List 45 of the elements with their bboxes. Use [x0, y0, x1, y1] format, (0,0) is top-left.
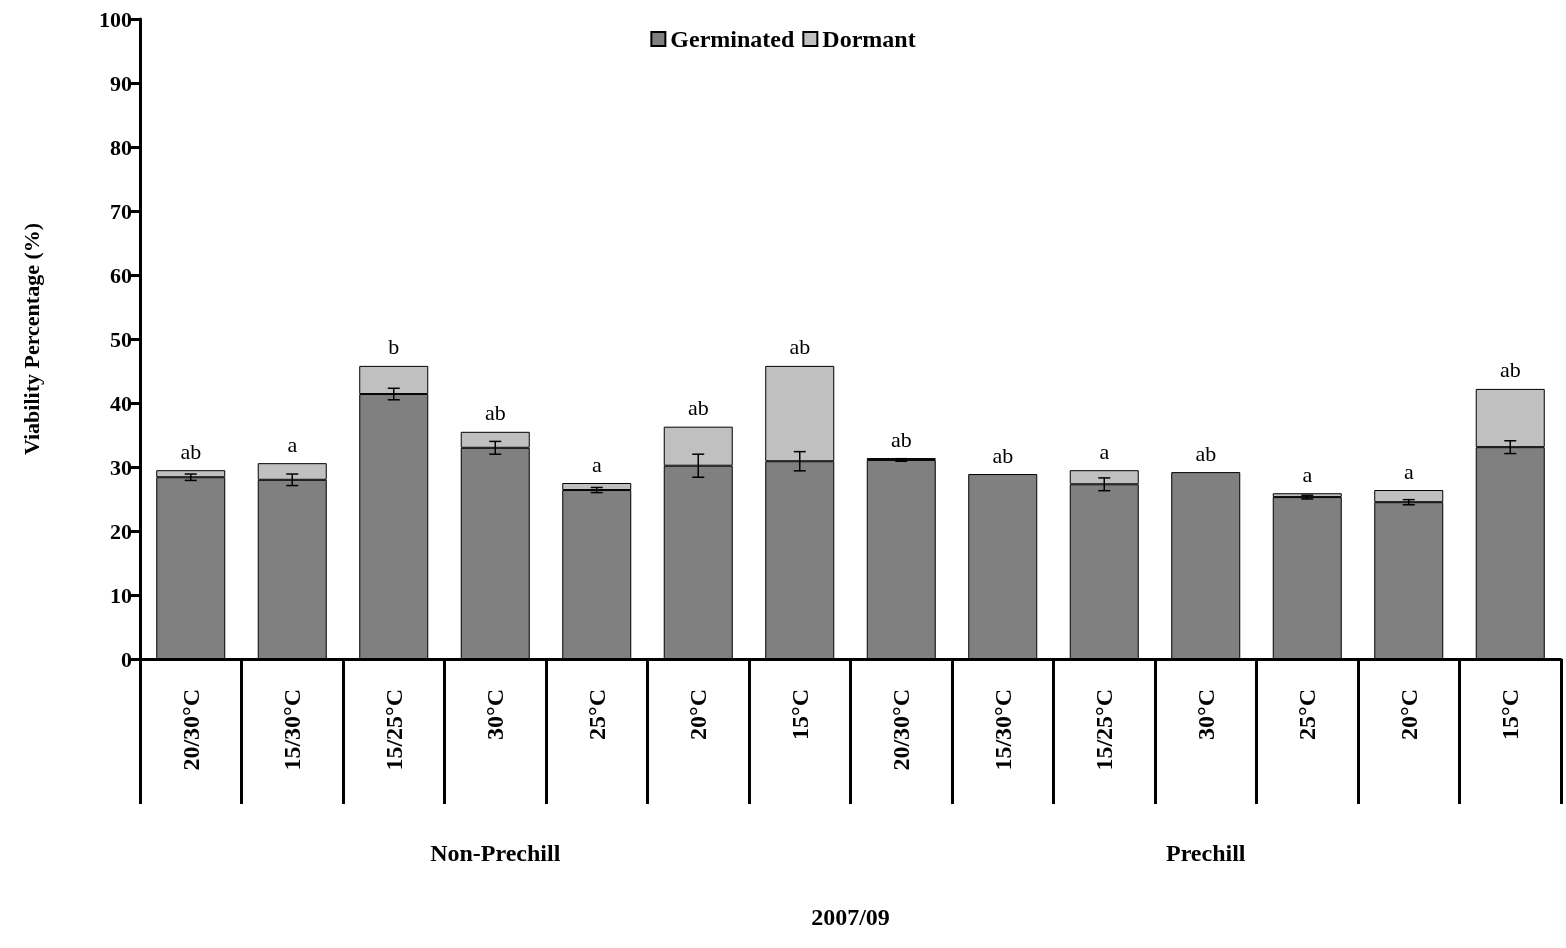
x-tick-label: 20°C: [1395, 689, 1422, 740]
x-tick-label: 15/30°C: [279, 689, 306, 771]
x-tick-label: 15°C: [786, 689, 813, 740]
x-tick-label: 20/30°C: [888, 689, 915, 771]
y-tick-label: 90: [110, 70, 132, 96]
y-tick-label: 100: [99, 6, 132, 32]
x-tick-label: 25°C: [1294, 689, 1321, 740]
data-label: a: [1403, 458, 1414, 484]
data-label: ab: [484, 400, 506, 426]
data-label: a: [287, 431, 298, 457]
x-tick-label: 20/30°C: [177, 689, 204, 771]
text: Prechill: [1165, 840, 1246, 866]
data-label: ab: [789, 334, 811, 360]
x-tick-label: 15/25°C: [380, 689, 407, 771]
y-tick-label: 50: [110, 326, 132, 352]
text: 2007/09: [811, 904, 890, 930]
data-label: ab: [1195, 440, 1217, 466]
text: Non-Prechill: [430, 840, 561, 866]
data-label: a: [1302, 461, 1313, 487]
y-tick-label: 70: [110, 198, 132, 224]
y-tick-label: 80: [110, 134, 132, 160]
legend-label: Dormant: [822, 26, 916, 52]
x-tick-label: 15/25°C: [1091, 689, 1118, 771]
x-tick-label: 15°C: [1497, 689, 1524, 740]
data-label: a: [1099, 438, 1110, 464]
y-tick-label: 40: [110, 390, 132, 416]
data-label: b: [388, 334, 400, 360]
data-label: ab: [687, 395, 709, 421]
data-label: ab: [180, 438, 202, 464]
data-label: a: [591, 451, 602, 477]
y-tick-label: 10: [110, 582, 132, 608]
data-label: ab: [890, 426, 912, 452]
data-label: ab: [992, 442, 1014, 468]
legend-label: Germinated: [670, 26, 795, 52]
y-tick-label: 0: [121, 646, 132, 672]
x-tick-label: 25°C: [583, 689, 610, 740]
y-axis-title: Viability Percentage (%): [18, 222, 44, 456]
y-tick-label: 30: [110, 454, 132, 480]
y-tick-label: 20: [110, 518, 132, 544]
x-tick-label: 20°C: [685, 689, 712, 740]
x-tick-label: 30°C: [482, 689, 509, 740]
x-tick-label: 30°C: [1192, 689, 1219, 740]
y-tick-label: 60: [110, 262, 132, 288]
x-tick-label: 15/30°C: [989, 689, 1016, 771]
data-label: ab: [1499, 357, 1521, 383]
